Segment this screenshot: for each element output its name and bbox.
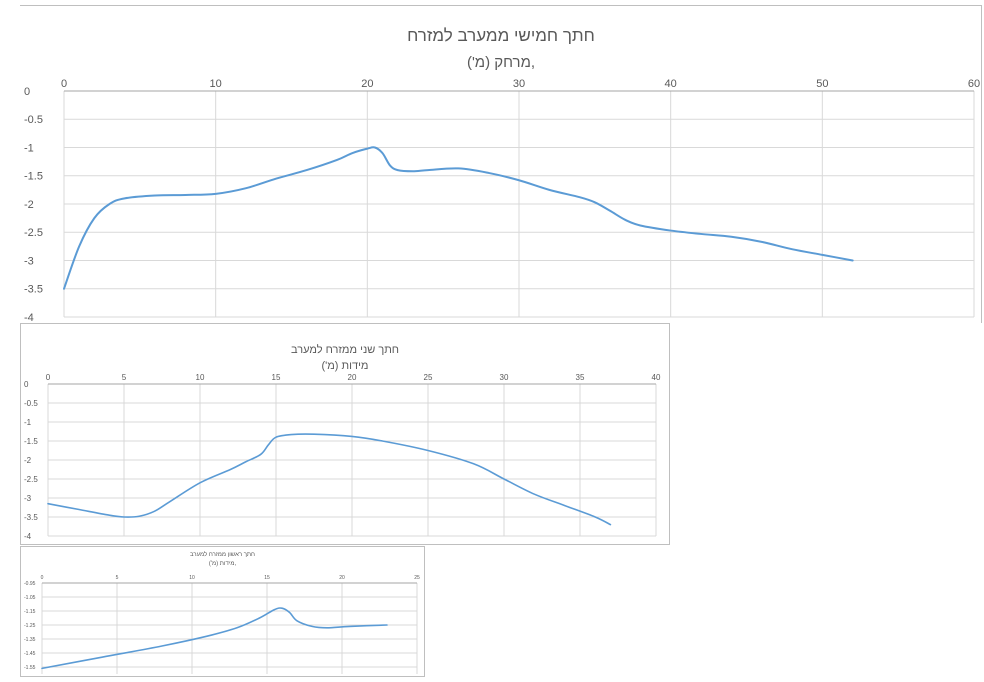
y-tick-label: -2.5 bbox=[24, 475, 38, 484]
x-tick-label: 5 bbox=[116, 575, 119, 581]
x-tick-label: 15 bbox=[272, 373, 281, 382]
y-tick-label: -3.5 bbox=[24, 513, 38, 522]
x-tick-label: 0 bbox=[46, 373, 51, 382]
y-tick-label: -0.5 bbox=[24, 399, 38, 408]
x-tick-label: 25 bbox=[414, 575, 420, 581]
x-tick-label: 10 bbox=[196, 373, 205, 382]
y-tick-label: -3 bbox=[24, 255, 34, 267]
x-tick-label: 50 bbox=[816, 78, 828, 90]
chart-title: חתך שני ממזרח למערב bbox=[291, 343, 399, 356]
chart-2: חתך שני ממזרח למערב מידות (מ') 0 -0.5 -1 -1.5… bbox=[20, 323, 670, 545]
y-tick-label: -1.35 bbox=[24, 637, 36, 643]
y-tick-label: -1 bbox=[24, 142, 34, 154]
y-tick-label: -1.45 bbox=[24, 651, 36, 657]
y-tick-label: -2 bbox=[24, 199, 34, 211]
x-tick-label: 35 bbox=[576, 373, 585, 382]
y-tick-label: -4 bbox=[24, 312, 34, 323]
chart-border bbox=[20, 323, 670, 545]
x-tick-label: 40 bbox=[665, 78, 677, 90]
x-tick-label: 5 bbox=[122, 373, 127, 382]
chart-panel-1: חתך חמישי ממערב למזרח מרחק (מ'), 0 -0.5 -1 -1… bbox=[20, 5, 982, 324]
x-tick-label: 25 bbox=[424, 373, 433, 382]
x-tick-label: 20 bbox=[348, 373, 357, 382]
x-tick-label: 10 bbox=[189, 575, 195, 581]
x-tick-label: 40 bbox=[652, 373, 661, 382]
x-tick-label: 20 bbox=[339, 575, 345, 581]
chart-border bbox=[20, 5, 982, 323]
series-line bbox=[41, 607, 388, 670]
chart-subtitle: מידות (מ') bbox=[321, 360, 368, 372]
y-tick-label: 0 bbox=[24, 86, 30, 98]
x-tick-label: 15 bbox=[264, 575, 270, 581]
y-tick-label: 0 bbox=[24, 380, 29, 389]
y-tick-label: -0.5 bbox=[24, 114, 43, 126]
x-tick-label: 60 bbox=[968, 78, 980, 90]
y-tick-label: -1.5 bbox=[24, 437, 38, 446]
x-tick-label: 0 bbox=[61, 78, 67, 90]
y-tick-label: -0.95 bbox=[24, 581, 36, 587]
y-tick-label: -1.05 bbox=[24, 595, 36, 601]
x-tick-label: 10 bbox=[210, 78, 222, 90]
series-line bbox=[63, 146, 854, 290]
chart-title: חתך חמישי ממערב למזרח bbox=[407, 26, 595, 45]
chart-1: חתך חמישי ממערב למזרח מרחק (מ'), 0 -0.5 -1 -1… bbox=[20, 5, 982, 324]
y-tick-label: -1.25 bbox=[24, 623, 36, 629]
x-tick-label: 30 bbox=[500, 373, 509, 382]
y-tick-label: -1 bbox=[24, 418, 32, 427]
y-tick-label: -3.5 bbox=[24, 284, 43, 296]
y-tick-label: -2 bbox=[24, 456, 32, 465]
y-tick-label: -1.15 bbox=[24, 609, 36, 615]
x-tick-label: 20 bbox=[361, 78, 373, 90]
series-line bbox=[47, 433, 612, 526]
y-tick-label: -3 bbox=[24, 494, 32, 503]
chart-title: חתך ראשון ממזרח למערב bbox=[190, 550, 255, 558]
x-tick-label: 30 bbox=[513, 78, 525, 90]
x-tick-label: 0 bbox=[41, 575, 44, 581]
chart-subtitle: מרחק (מ'), bbox=[467, 54, 535, 71]
chart-panel-2: חתך שני ממזרח למערב מידות (מ') 0 -0.5 -1 -1.5… bbox=[20, 323, 670, 545]
y-tick-label: -4 bbox=[24, 532, 32, 541]
y-tick-label: -2.5 bbox=[24, 227, 43, 239]
chart-subtitle: מידות (מ'), bbox=[209, 561, 237, 567]
y-tick-label: -1.55 bbox=[24, 665, 36, 671]
chart-panel-3: חתך ראשון ממזרח למערב מידות (מ'), -0.95 -1.… bbox=[20, 546, 425, 677]
chart-3: חתך ראשון ממזרח למערב מידות (מ'), -0.95 -1.… bbox=[20, 546, 425, 677]
y-tick-label: -1.5 bbox=[24, 171, 43, 183]
